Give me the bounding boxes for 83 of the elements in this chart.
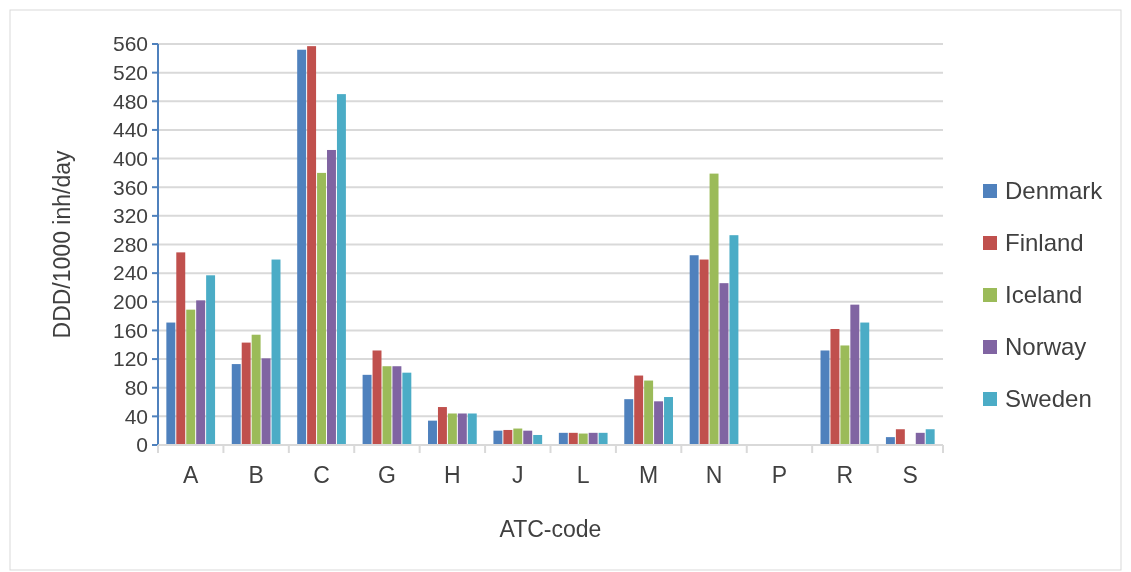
bar (925, 429, 935, 445)
bar (493, 430, 503, 445)
bar (664, 397, 673, 445)
y-tick-label: 400 (112, 146, 148, 170)
y-tick-label: 520 (112, 60, 148, 84)
bar (654, 401, 664, 445)
bar (297, 49, 307, 445)
x-tick-label: A (183, 462, 200, 488)
x-tick-label: P (771, 462, 788, 488)
bar (261, 358, 271, 445)
bar (166, 322, 176, 445)
y-tick-label: 320 (112, 204, 148, 228)
bar (307, 46, 317, 445)
y-tick-label: 360 (112, 175, 148, 199)
bar (558, 432, 568, 445)
bar (634, 375, 644, 445)
y-tick-label: 240 (112, 261, 148, 285)
y-tick-label: 280 (112, 232, 148, 256)
bar (709, 173, 719, 445)
bar (447, 413, 457, 445)
y-tick-label: 160 (112, 318, 148, 342)
bar (895, 429, 905, 445)
x-tick-label: R (836, 462, 854, 488)
bar (382, 366, 392, 445)
y-tick-label: 440 (112, 118, 148, 142)
legend-label: Denmark (1005, 177, 1104, 205)
bar (186, 309, 196, 445)
x-tick-label: M (639, 462, 659, 488)
x-tick-label: J (512, 462, 524, 488)
y-axis-title: DDD/1000 inh/day (49, 150, 75, 339)
bar (644, 380, 654, 445)
legend-label: Finland (1005, 229, 1084, 257)
bar (231, 364, 241, 445)
bar (729, 235, 739, 445)
bar (915, 432, 925, 445)
x-tick-label: N (705, 462, 723, 488)
bar (402, 372, 412, 445)
bar (513, 428, 523, 445)
bar (588, 432, 598, 445)
legend-label: Iceland (1005, 281, 1083, 309)
bar (860, 322, 870, 445)
bar (362, 374, 372, 445)
bar (699, 259, 709, 445)
bar (428, 420, 437, 445)
bar (598, 432, 608, 445)
x-tick-label: B (248, 462, 264, 488)
bar (437, 407, 447, 445)
x-tick-label: L (576, 462, 590, 488)
y-tick-label: 480 (112, 89, 148, 113)
bar (840, 345, 850, 445)
bar (251, 334, 261, 445)
bar (241, 342, 251, 445)
bar (206, 275, 216, 445)
bar (317, 172, 327, 445)
bar (523, 430, 533, 445)
x-tick-label: G (378, 462, 396, 488)
legend-label: Sweden (1005, 385, 1092, 413)
y-tick-label: 560 (112, 32, 148, 56)
y-tick-label: 0 (136, 433, 148, 457)
bar (885, 437, 895, 445)
bar (196, 300, 206, 445)
bar (689, 255, 699, 445)
bar (850, 304, 860, 445)
x-tick-label: H (444, 462, 461, 488)
y-tick-label: 80 (124, 376, 148, 400)
bar (533, 434, 543, 445)
y-tick-label: 200 (112, 290, 148, 314)
y-tick-label: 40 (124, 404, 148, 428)
x-tick-label: C (313, 462, 330, 488)
bar (830, 329, 840, 445)
bar (624, 399, 634, 445)
y-tick-label: 120 (112, 347, 148, 371)
bar (176, 252, 186, 445)
bar (503, 429, 513, 445)
bar (336, 94, 346, 445)
bar (327, 149, 336, 445)
bar (568, 432, 578, 445)
x-tick-label: S (902, 462, 918, 488)
bar (467, 413, 477, 445)
x-axis-title: ATC-code (499, 516, 602, 542)
bar (392, 366, 402, 445)
bar (457, 413, 467, 445)
legend-label: Norway (1005, 333, 1087, 361)
